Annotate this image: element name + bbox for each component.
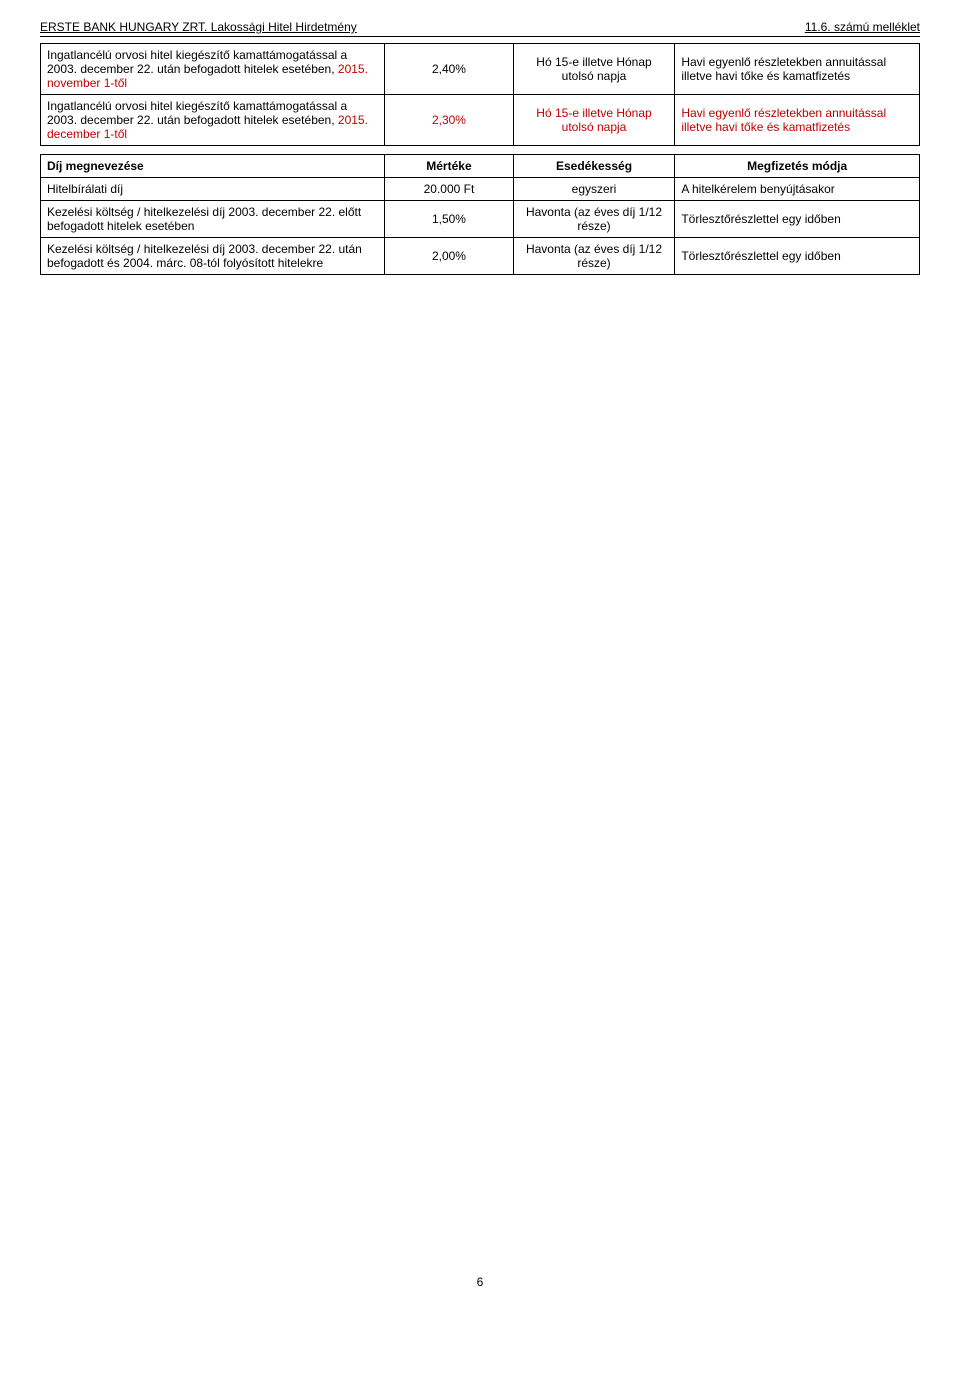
cell-pay: A hitelkérelem benyújtásakor — [675, 178, 920, 201]
fees-table: Díj megnevezése Mértéke Esedékesség Megf… — [40, 154, 920, 275]
cell-value: 2,00% — [385, 238, 513, 275]
cell-due: Havonta (az éves díj 1/12 része) — [513, 238, 675, 275]
cell-desc: Ingatlancélú orvosi hitel kiegészítő kam… — [41, 44, 385, 95]
cell-pay: Havi egyenlő részletekben annuitással il… — [675, 95, 920, 146]
cell-pay: Törlesztőrészlettel egy időben — [675, 238, 920, 275]
cell-desc: Kezelési költség / hitelkezelési díj 200… — [41, 238, 385, 275]
cell-due: egyszeri — [513, 178, 675, 201]
cell-value: 20.000 Ft — [385, 178, 513, 201]
cell-pay: Havi egyenlő részletekben annuitással il… — [675, 44, 920, 95]
table-row: Ingatlancélú orvosi hitel kiegészítő kam… — [41, 95, 920, 146]
cell-desc: Hitelbírálati díj — [41, 178, 385, 201]
table-row: Hitelbírálati díj 20.000 Ft egyszeri A h… — [41, 178, 920, 201]
header-right: 11.6. számú melléklet — [805, 20, 920, 34]
table-row: Ingatlancélú orvosi hitel kiegészítő kam… — [41, 44, 920, 95]
cell-value: 2,40% — [385, 44, 513, 95]
header-pay: Megfizetés módja — [675, 155, 920, 178]
page-header: ERSTE BANK HUNGARY ZRT. Lakossági Hitel … — [40, 20, 920, 37]
header-left: ERSTE BANK HUNGARY ZRT. Lakossági Hitel … — [40, 20, 357, 34]
cell-pay: Törlesztőrészlettel egy időben — [675, 201, 920, 238]
desc-text: Ingatlancélú orvosi hitel kiegészítő kam… — [47, 99, 347, 127]
cell-value: 1,50% — [385, 201, 513, 238]
table-row: Kezelési költség / hitelkezelési díj 200… — [41, 238, 920, 275]
header-desc: Díj megnevezése — [41, 155, 385, 178]
table-header-row: Díj megnevezése Mértéke Esedékesség Megf… — [41, 155, 920, 178]
header-due: Esedékesség — [513, 155, 675, 178]
header-val: Mértéke — [385, 155, 513, 178]
interest-table: Ingatlancélú orvosi hitel kiegészítő kam… — [40, 43, 920, 146]
cell-due: Hó 15-e illetve Hónap utolsó napja — [513, 95, 675, 146]
page-number: 6 — [40, 1275, 920, 1289]
cell-due: Hó 15-e illetve Hónap utolsó napja — [513, 44, 675, 95]
cell-value: 2,30% — [385, 95, 513, 146]
spacer — [40, 146, 920, 154]
desc-text: Ingatlancélú orvosi hitel kiegészítő kam… — [47, 48, 347, 76]
cell-desc: Ingatlancélú orvosi hitel kiegészítő kam… — [41, 95, 385, 146]
cell-desc: Kezelési költség / hitelkezelési díj 200… — [41, 201, 385, 238]
table-row: Kezelési költség / hitelkezelési díj 200… — [41, 201, 920, 238]
cell-due: Havonta (az éves díj 1/12 része) — [513, 201, 675, 238]
